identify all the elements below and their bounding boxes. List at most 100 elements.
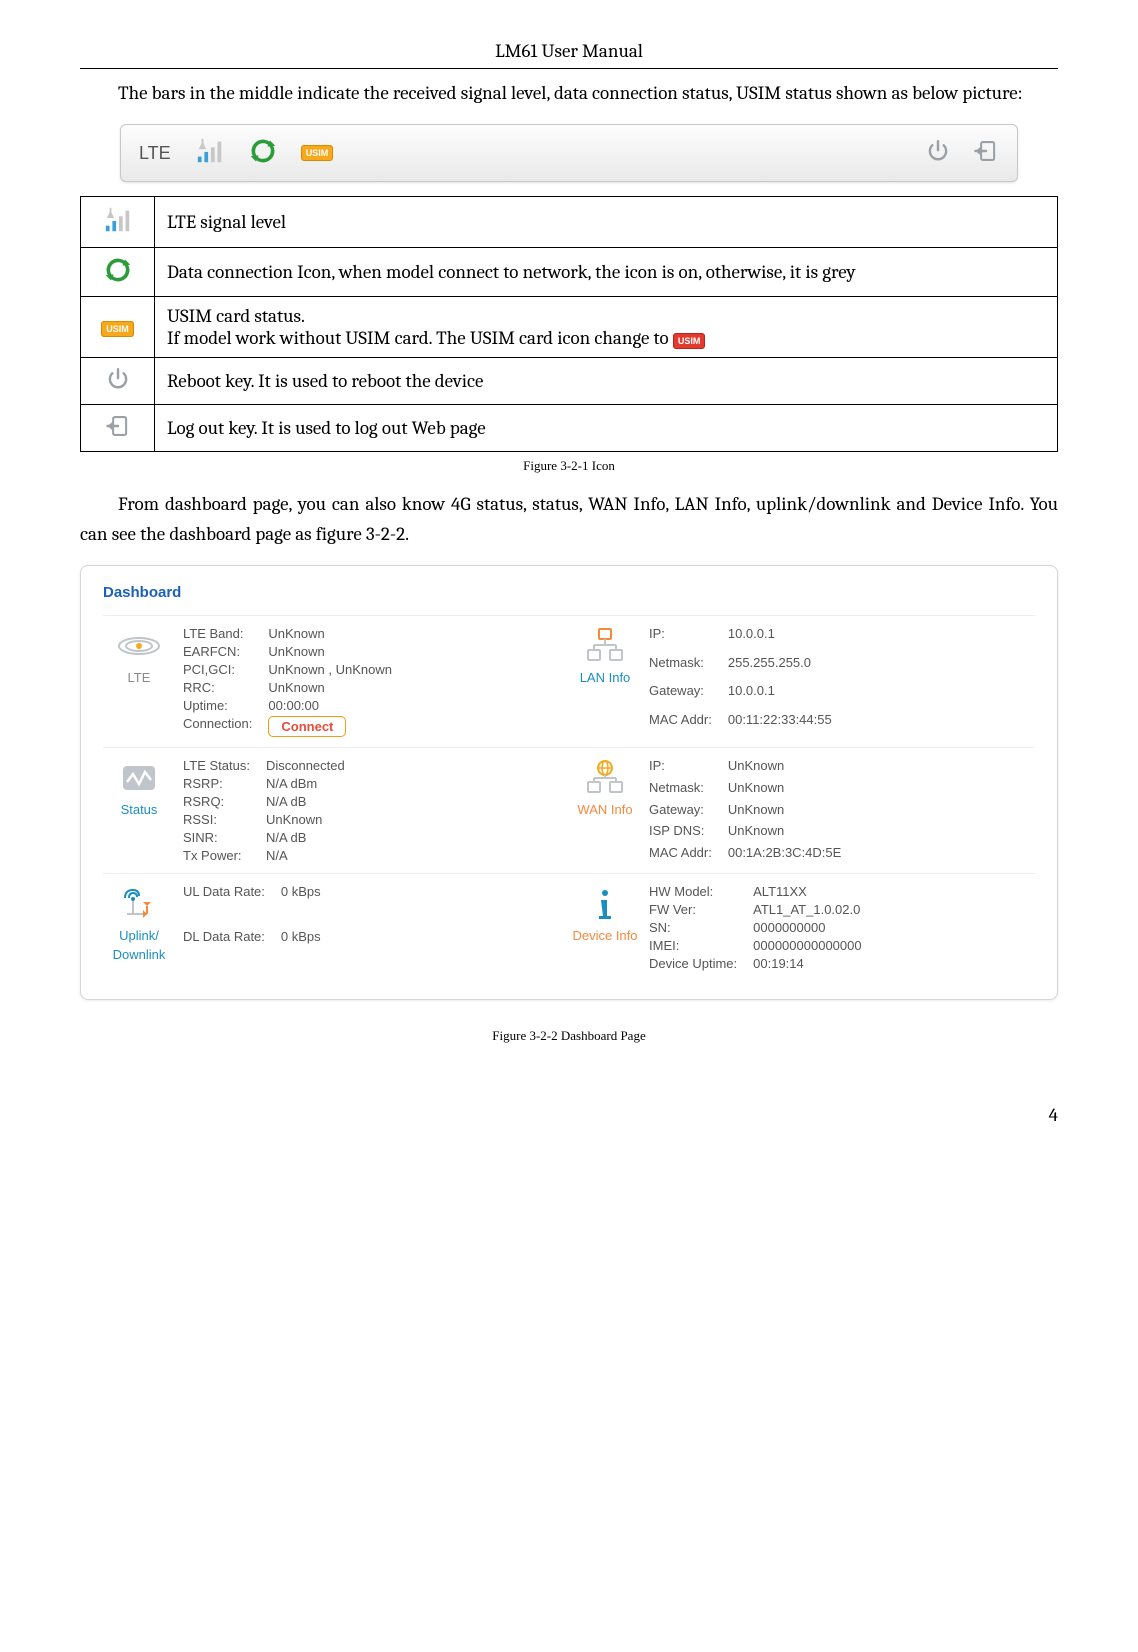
v: UnKnown xyxy=(268,680,392,695)
k: PCI,GCI: xyxy=(183,662,252,677)
usim-badge-icon: USIM xyxy=(101,321,134,337)
k: LTE Band: xyxy=(183,626,252,641)
table-row: USIM USIM card status. If model work wit… xyxy=(81,297,1058,358)
k: IP: xyxy=(649,626,712,652)
k: RSSI: xyxy=(183,812,250,827)
status-tile-label: Status xyxy=(121,802,158,817)
v: N/A xyxy=(266,848,345,863)
row-desc-line1: USIM card status. xyxy=(167,305,1045,327)
k: Tx Power: xyxy=(183,848,250,863)
v: 10.0.0.1 xyxy=(728,683,832,709)
v: UnKnown xyxy=(268,644,392,659)
v: N/A dB xyxy=(266,830,345,845)
logout-icon[interactable] xyxy=(973,138,999,168)
status-tile-icon xyxy=(117,758,161,798)
k: UL Data Rate: xyxy=(183,884,265,926)
device-info-label: Device Info xyxy=(572,928,637,943)
k: DL Data Rate: xyxy=(183,929,265,971)
dashboard-title: Dashboard xyxy=(103,584,1035,601)
k: Connection: xyxy=(183,716,252,737)
uplink-label: Uplink/ xyxy=(119,928,159,943)
k: Gateway: xyxy=(649,802,712,821)
table-row: Reboot key. It is used to reboot the dev… xyxy=(81,358,1058,405)
icon-reference-table: LTE signal level Data connection Icon, w… xyxy=(80,196,1058,452)
v: ATL1_AT_1.0.02.0 xyxy=(753,902,861,917)
v: 0000000000 xyxy=(753,920,861,935)
v: UnKnown xyxy=(728,802,841,821)
k: IMEI: xyxy=(649,938,737,953)
v: 0 kBps xyxy=(281,884,321,926)
k: Uptime: xyxy=(183,698,252,713)
v: Disconnected xyxy=(266,758,345,773)
k: LTE Status: xyxy=(183,758,250,773)
usim-badge-icon: USIM xyxy=(301,145,334,161)
status-toolbar: LTE USIM xyxy=(120,124,1018,182)
connect-button[interactable]: Connect xyxy=(268,716,346,737)
v: 00:19:14 xyxy=(753,956,861,971)
k: MAC Addr: xyxy=(649,845,712,864)
row-desc: Reboot key. It is used to reboot the dev… xyxy=(167,370,483,392)
k: SINR: xyxy=(183,830,250,845)
paragraph-2: From dashboard page, you can also know 4… xyxy=(80,490,1058,549)
table-row: LTE signal level xyxy=(81,197,1058,248)
v: UnKnown xyxy=(266,812,345,827)
v: N/A dBm xyxy=(266,776,345,791)
k: Device Uptime: xyxy=(649,956,737,971)
device-info-icon xyxy=(583,884,627,924)
k: IP: xyxy=(649,758,712,777)
logout-icon xyxy=(105,425,131,443)
v: 00:1A:2B:3C:4D:5E xyxy=(728,845,841,864)
data-connection-icon xyxy=(249,137,277,169)
k: RSRQ: xyxy=(183,794,250,809)
v: UnKnown , UnKnown xyxy=(268,662,392,677)
lte-tile-icon xyxy=(117,626,161,666)
usim-badge-red-icon: USIM xyxy=(673,333,706,349)
table-row: Data connection Icon, when model connect… xyxy=(81,248,1058,297)
row-desc-line2: If model work without USIM card. The USI… xyxy=(167,327,669,349)
row-desc: LTE signal level xyxy=(167,211,286,233)
v: 0 kBps xyxy=(281,929,321,971)
figure-caption-1: Figure 3-2-1 Icon xyxy=(80,458,1058,474)
v: 000000000000000 xyxy=(753,938,861,953)
v: 10.0.0.1 xyxy=(728,626,832,652)
lan-tile-label: LAN Info xyxy=(580,670,631,685)
lan-tile-icon xyxy=(583,626,627,666)
k: Netmask: xyxy=(649,655,712,681)
wan-tile-label: WAN Info xyxy=(577,802,632,817)
v: UnKnown xyxy=(728,780,841,799)
v: 00:00:00 xyxy=(268,698,392,713)
k: MAC Addr: xyxy=(649,712,712,738)
figure-caption-2: Figure 3-2-2 Dashboard Page xyxy=(80,1028,1058,1044)
lte-label: LTE xyxy=(139,143,171,164)
v: UnKnown xyxy=(728,758,841,777)
signal-bars-icon xyxy=(103,221,133,239)
v: 00:11:22:33:44:55 xyxy=(728,712,832,738)
v: 255.255.255.0 xyxy=(728,655,832,681)
uplink-downlink-icon xyxy=(117,884,161,924)
reboot-icon xyxy=(105,378,131,396)
dashboard-panel: Dashboard LTE LTE Band:UnKnown EARFCN:Un… xyxy=(80,565,1058,1000)
intro-paragraph: The bars in the middle indicate the rece… xyxy=(80,79,1058,108)
k: RRC: xyxy=(183,680,252,695)
v: UnKnown xyxy=(728,823,841,842)
data-connection-icon xyxy=(104,270,132,288)
k: HW Model: xyxy=(649,884,737,899)
k: SN: xyxy=(649,920,737,935)
k: Gateway: xyxy=(649,683,712,709)
k: ISP DNS: xyxy=(649,823,712,842)
reboot-icon[interactable] xyxy=(925,138,951,168)
v: N/A dB xyxy=(266,794,345,809)
k: Netmask: xyxy=(649,780,712,799)
wan-tile-icon xyxy=(583,758,627,798)
k: FW Ver: xyxy=(649,902,737,917)
page-header: LM61 User Manual xyxy=(80,40,1058,69)
row-desc: Data connection Icon, when model connect… xyxy=(167,261,856,283)
table-row: Log out key. It is used to log out Web p… xyxy=(81,405,1058,452)
row-desc: Log out key. It is used to log out Web p… xyxy=(167,417,486,439)
downlink-label: Downlink xyxy=(113,947,166,962)
v: ALT11XX xyxy=(753,884,861,899)
lte-tile-label: LTE xyxy=(128,670,151,685)
signal-bars-icon xyxy=(195,136,225,170)
v: UnKnown xyxy=(268,626,392,641)
page-number: 4 xyxy=(80,1104,1058,1126)
